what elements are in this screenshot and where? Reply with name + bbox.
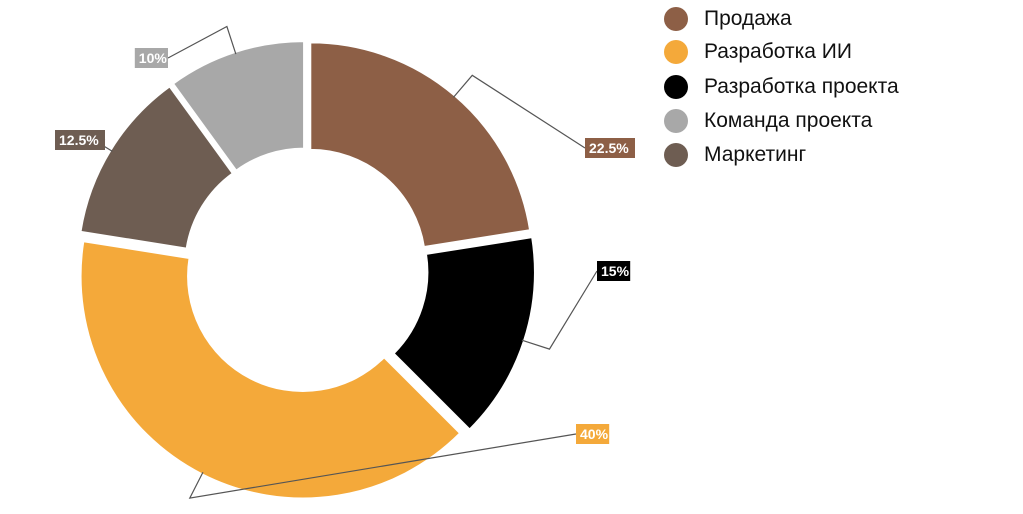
slice-label-2: 40%	[580, 426, 609, 442]
slice-label-box-2	[576, 424, 610, 444]
legend-label: Маркетинг	[704, 143, 807, 166]
legend-swatch	[664, 75, 688, 99]
legend-item-sales: Продажа	[664, 4, 792, 34]
slice-label-box-4	[134, 48, 168, 68]
legend-label: Команда проекта	[704, 109, 873, 132]
donut-slices	[79, 40, 536, 499]
donut-slice-0	[309, 41, 531, 248]
leader-lines	[87, 25, 598, 499]
legend-item-project-dev: Разработка проекта	[664, 72, 899, 102]
slice-label-1: 15%	[601, 263, 630, 279]
leader-line-0	[452, 74, 586, 149]
legend-swatch	[664, 40, 688, 64]
slice-label-box-0	[585, 138, 635, 158]
slice-labels: 22.5% 15% 40% 12.5% 10%	[55, 48, 635, 444]
donut-slice-4	[172, 40, 305, 172]
slice-label-0: 22.5%	[589, 140, 629, 156]
legend-label: Продажа	[704, 7, 792, 30]
legend-item-project-team: Команда проекта	[664, 106, 872, 136]
leader-line-4	[167, 25, 237, 59]
legend-label: Разработка ИИ	[704, 40, 852, 63]
donut-slice-2	[80, 240, 461, 499]
legend-swatch	[664, 7, 688, 31]
legend: Продажа Разработка ИИ Разработка проекта…	[664, 4, 1004, 184]
legend-label: Разработка проекта	[704, 75, 899, 98]
leader-line-2	[188, 433, 577, 499]
legend-swatch	[664, 143, 688, 167]
legend-item-ai-dev: Разработка ИИ	[664, 37, 852, 67]
slice-label-3: 12.5%	[59, 132, 99, 148]
donut-slice-1	[392, 236, 536, 431]
legend-swatch	[664, 109, 688, 133]
slice-label-box-1	[597, 261, 631, 281]
legend-item-marketing: Маркетинг	[664, 140, 806, 170]
slice-label-4: 10%	[139, 50, 168, 66]
donut-slice-3	[79, 85, 234, 250]
slice-label-box-3	[55, 130, 105, 150]
leader-line-1	[521, 270, 598, 350]
